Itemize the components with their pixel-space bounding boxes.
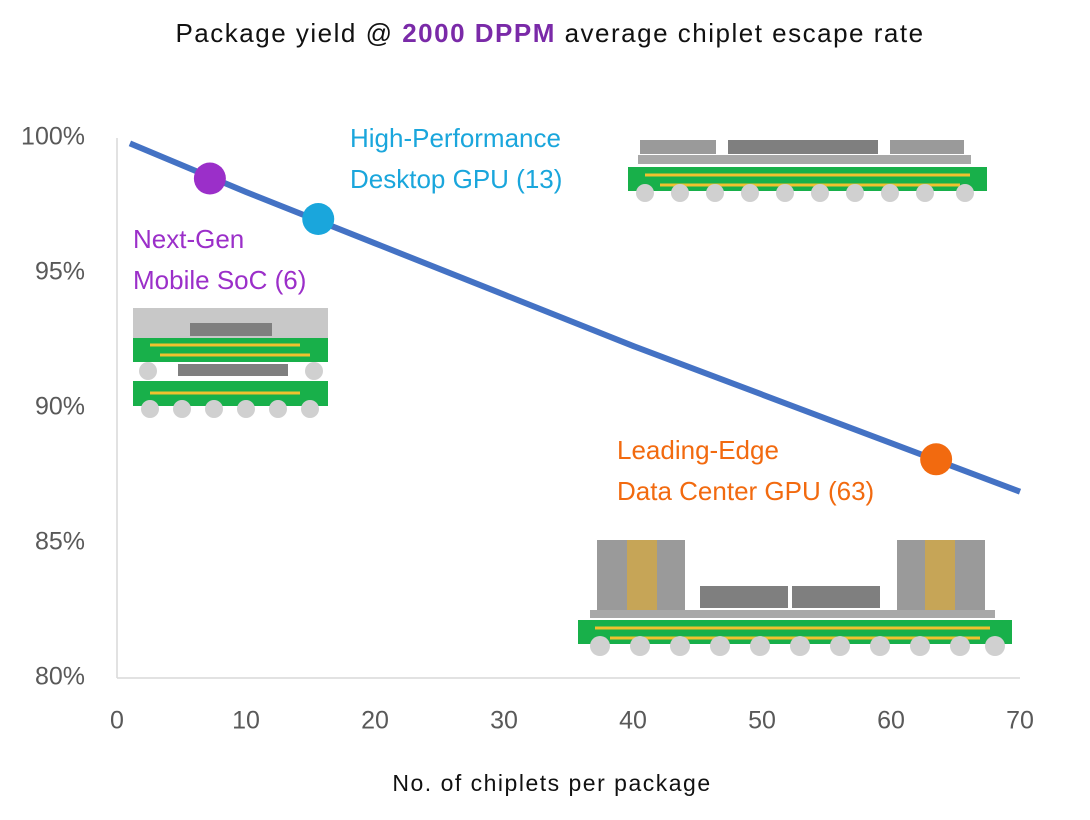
x-tick-label: 50	[748, 707, 776, 735]
point-label: Mobile SoC (6)	[133, 265, 306, 295]
point-label: Desktop GPU (13)	[350, 164, 562, 194]
x-tick-label: 70	[1006, 707, 1034, 735]
x-tick-label: 0	[110, 707, 124, 735]
desktop-package-icon	[628, 140, 987, 202]
y-tick-label: 90%	[35, 393, 85, 421]
x-axis-label: No. of chiplets per package	[392, 770, 711, 796]
chart-title: Package yield @ 2000 DPPM average chiple…	[175, 18, 924, 48]
highlight-point	[193, 162, 226, 195]
point-label: Data Center GPU (63)	[617, 476, 874, 506]
y-tick-label: 80%	[35, 663, 85, 691]
mobile-package-icon	[133, 308, 328, 418]
title-part: Package yield @	[175, 18, 402, 48]
point-label: Next-Gen	[133, 224, 244, 254]
point-label: Leading-Edge	[617, 435, 779, 465]
highlight-point	[920, 443, 953, 476]
yield-line	[128, 140, 1022, 495]
point-label: High-Performance	[350, 123, 561, 153]
y-tick-label: 95%	[35, 258, 85, 286]
title-part: average chiplet escape rate	[556, 18, 925, 48]
x-tick-label: 20	[361, 707, 389, 735]
x-tick-label: 30	[490, 707, 518, 735]
x-tick-label: 40	[619, 707, 647, 735]
y-tick-label: 85%	[35, 528, 85, 556]
datacenter-package-icon	[578, 540, 1012, 656]
highlight-point	[302, 203, 335, 235]
y-tick-label: 100%	[21, 123, 85, 151]
x-tick-label: 10	[232, 707, 260, 735]
x-tick-label: 60	[877, 707, 905, 735]
title-part: 2000 DPPM	[402, 18, 556, 48]
